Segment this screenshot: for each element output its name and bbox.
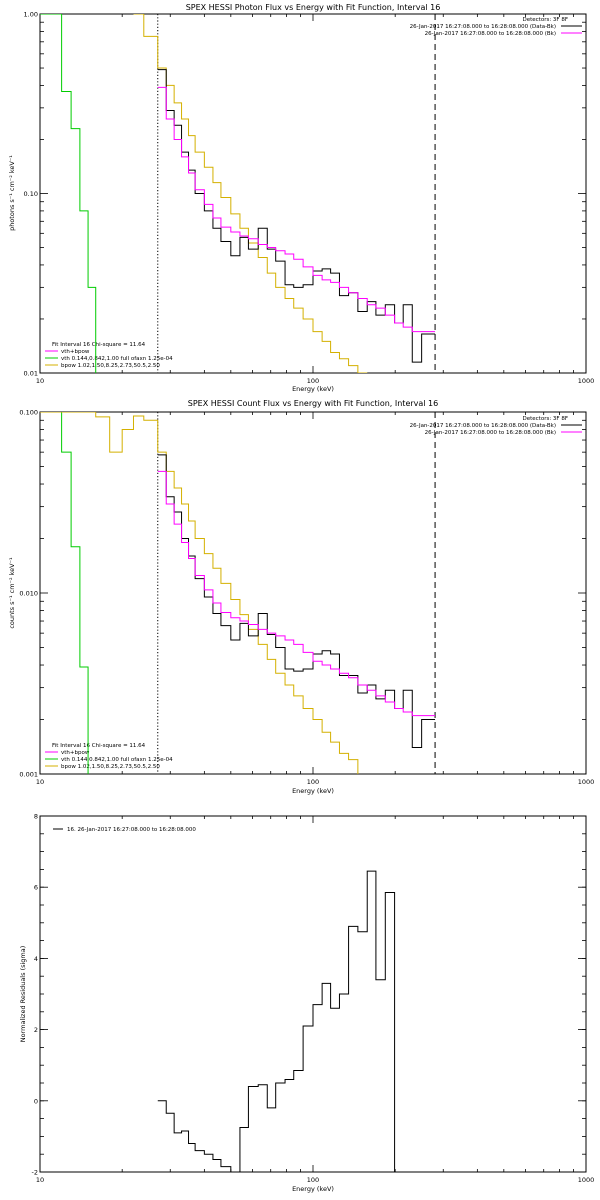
y-tick-label: 0.100 xyxy=(19,409,38,417)
fit-legend-total: vth+bpow xyxy=(61,750,90,756)
vth-series-line xyxy=(40,14,97,373)
x-tick-label: 1000 xyxy=(578,1176,595,1184)
x-tick-label: 100 xyxy=(307,1176,319,1184)
fit-legend-header: Fit Interval 16 Chi-square = 11.64 xyxy=(52,743,146,749)
y-axis-label: counts s⁻¹ cm⁻² keV⁻¹ xyxy=(8,557,16,629)
total-series-line xyxy=(157,470,436,717)
bpow-series-line xyxy=(133,14,368,373)
y-tick-label: 0.010 xyxy=(19,590,38,598)
plot-frame xyxy=(39,815,587,1173)
plot-area xyxy=(157,870,396,1172)
fit-legend-vth: vth 0.144,0.842,1.00 full ofaxn 1.25e-04 xyxy=(61,356,173,362)
x-tick-label: 10 xyxy=(36,778,44,786)
legend-entry-background: 26-Jan-2017 16:27:08.000 to 16:28:08.000… xyxy=(425,31,556,37)
count-flux-panel: SPEX HESSI Count Flux vs Energy with Fit… xyxy=(8,399,594,795)
x-axis-label: Energy (keV) xyxy=(292,385,334,393)
fit-legend-bpow: bpow 1.02,1.50,8.25,2.73,50.5,2.50 xyxy=(61,764,160,770)
y-tick-label: 6 xyxy=(34,884,38,892)
total-series-line xyxy=(157,86,436,333)
chart-title: SPEX HESSI Photon Flux vs Energy with Fi… xyxy=(186,3,441,12)
y-tick-label: 4 xyxy=(34,955,38,963)
y-tick-label: 0.001 xyxy=(19,771,38,779)
y-tick-label: 1.00 xyxy=(24,11,38,19)
y-tick-label: 2 xyxy=(34,1026,38,1034)
legend-entry-interval: 16. 26-Jan-2017 16:27:08.000 to 16:28:08… xyxy=(67,827,196,833)
data-series-line xyxy=(157,69,436,363)
x-tick-label: 1000 xyxy=(578,778,595,786)
y-axis-label: Normalized Residuals (sigma) xyxy=(19,946,27,1043)
legend-header: Detectors: 3F 8F xyxy=(522,17,568,23)
fit-legend-bpow: bpow 1.02,1.50,8.25,2.73,50.5,2.50 xyxy=(61,363,160,369)
axis-ticks: 10 100 1000 0.01 0.10 1.00 xyxy=(24,11,595,386)
chart-title: SPEX HESSI Count Flux vs Energy with Fit… xyxy=(188,399,439,408)
y-tick-label: -2 xyxy=(32,1169,38,1177)
y-tick-label: 0 xyxy=(34,1097,38,1105)
fit-legend-header: Fit Interval 16 Chi-square = 11.64 xyxy=(52,342,146,348)
data-series-line xyxy=(157,870,396,1172)
y-tick-label: 8 xyxy=(34,813,38,821)
y-tick-label: 0.10 xyxy=(24,190,38,198)
fit-legend-vth: vth 0.144,0.842,1.00 full ofaxn 1.25e-04 xyxy=(61,757,173,763)
fit-legend-total: vth+bpow xyxy=(61,349,90,355)
legend-entry-data: 26-Jan-2017 16:27:08.000 to 16:28:08.000… xyxy=(410,423,556,429)
x-tick-label: 100 xyxy=(307,377,319,385)
plot-area xyxy=(40,14,436,373)
legend-entry-data: 26-Jan-2017 16:27:08.000 to 16:28:08.000… xyxy=(410,24,556,30)
y-axis-label: photons s⁻¹ cm⁻² keV⁻¹ xyxy=(8,155,16,231)
x-axis-label: Energy (keV) xyxy=(292,787,334,795)
x-tick-label: 10 xyxy=(36,1176,44,1184)
x-axis-label: Energy (keV) xyxy=(292,1185,334,1193)
axis-ticks: 10 100 1000 0.001 0.010 0.100 xyxy=(19,409,594,787)
bpow-series-line xyxy=(40,412,359,774)
vth-series-line xyxy=(40,412,89,774)
legend-entry-background: 26-Jan-2017 16:27:08.000 to 16:28:08.000… xyxy=(425,430,556,436)
residuals-panel: Normalized Residuals (sigma) Energy (keV… xyxy=(19,813,594,1194)
plot-area xyxy=(40,412,436,774)
x-tick-label: 1000 xyxy=(578,377,595,385)
x-tick-label: 100 xyxy=(307,778,319,786)
data-series-line xyxy=(157,454,436,749)
legend-header: Detectors: 3F 8F xyxy=(522,416,568,422)
photon-flux-panel: SPEX HESSI Photon Flux vs Energy with Fi… xyxy=(8,3,595,393)
axis-ticks: 10 100 1000 -2 0 2 4 6 8 xyxy=(32,813,595,1185)
x-tick-label: 10 xyxy=(36,377,44,385)
y-tick-label: 0.01 xyxy=(24,370,38,378)
